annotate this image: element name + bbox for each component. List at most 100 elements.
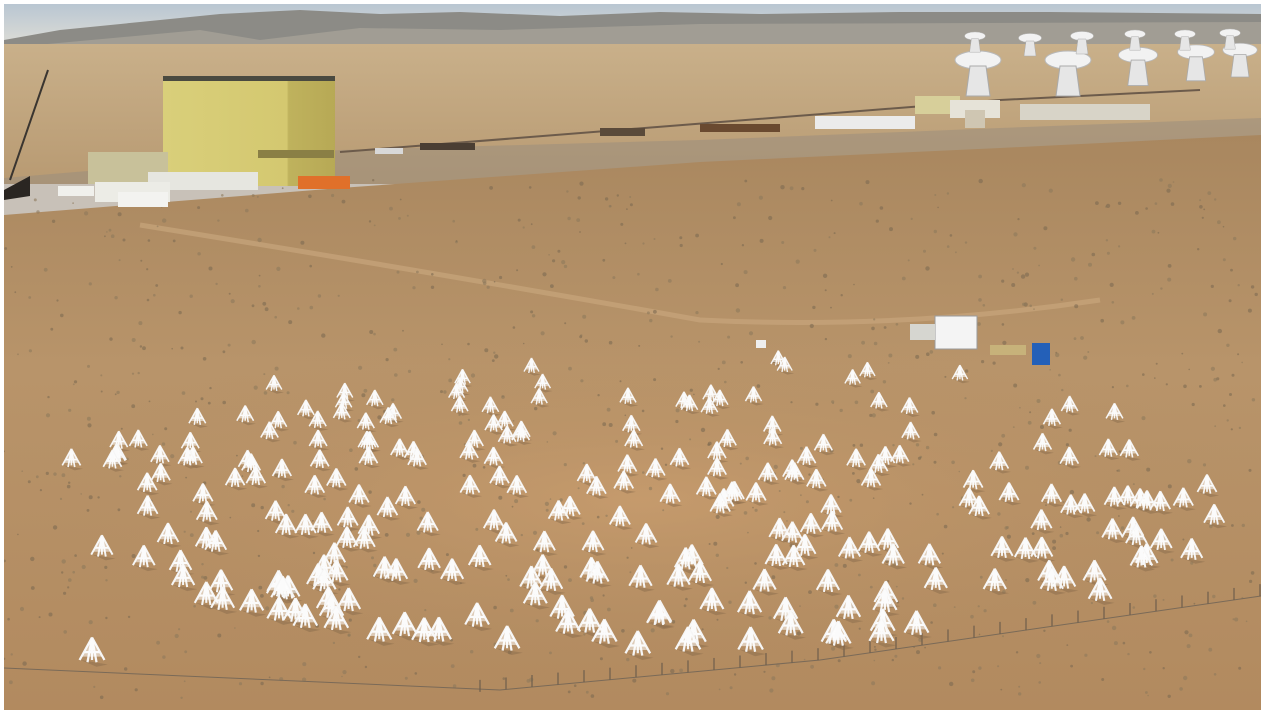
shrub <box>958 470 961 473</box>
shrub <box>39 489 43 492</box>
shrub <box>531 314 536 318</box>
dipole-antenna <box>348 484 372 508</box>
shrub <box>695 311 699 315</box>
shrub <box>1193 602 1196 605</box>
shrub <box>759 238 764 243</box>
antenna-panel <box>159 523 177 540</box>
shrub <box>847 354 852 359</box>
shrub <box>665 692 670 696</box>
antenna-panel <box>677 626 699 646</box>
shrub <box>1000 688 1003 691</box>
shrub <box>891 658 894 662</box>
shrub <box>1020 274 1026 279</box>
dipole-antenna <box>669 447 692 470</box>
shrub <box>1084 653 1088 657</box>
antenna-panel <box>1127 524 1145 541</box>
shrub <box>879 206 884 210</box>
dipole-antenna <box>813 433 835 456</box>
dipole-antenna <box>815 569 843 597</box>
antenna-panel <box>267 500 284 517</box>
antenna-panel <box>970 496 988 512</box>
shrub <box>726 566 729 570</box>
shrub <box>155 284 159 287</box>
dipole-antenna <box>136 495 161 520</box>
shrub <box>27 480 31 484</box>
dipole-antenna <box>624 630 654 661</box>
shrub <box>68 578 72 582</box>
shrub <box>1207 191 1212 196</box>
shrub <box>274 315 278 319</box>
shrub <box>970 614 974 619</box>
shrub <box>467 418 470 421</box>
shrub <box>377 415 382 420</box>
shrub <box>189 294 193 298</box>
shrub <box>494 354 499 359</box>
shrub <box>1120 320 1125 325</box>
shrub <box>608 340 613 345</box>
shrub <box>448 378 453 383</box>
shrub <box>1116 469 1119 472</box>
shrub <box>406 214 409 217</box>
shrub <box>215 282 218 286</box>
antenna-panel <box>775 597 796 616</box>
shrub <box>1126 384 1129 388</box>
shrub <box>886 580 890 583</box>
shrub <box>695 233 699 238</box>
dish-mount <box>965 65 991 97</box>
road <box>4 118 1261 220</box>
shrub <box>349 448 353 453</box>
dipole-antenna <box>1101 518 1126 544</box>
shrub <box>1106 203 1111 208</box>
shrub <box>796 631 802 636</box>
shrub <box>952 506 955 509</box>
shrub <box>86 416 91 421</box>
dipole-antenna <box>260 421 281 443</box>
dipole-antenna <box>208 569 236 597</box>
shrub <box>1019 406 1021 409</box>
shrub <box>859 443 864 447</box>
shrub <box>568 578 572 582</box>
dipole-antenna <box>336 587 364 616</box>
shrub <box>1172 181 1175 183</box>
shrub <box>800 494 802 497</box>
dipole-antenna <box>224 467 248 491</box>
dipole-antenna <box>624 429 645 451</box>
antenna-panel <box>1016 537 1035 555</box>
dipole-antenna <box>868 618 897 648</box>
shrub <box>907 259 910 262</box>
shrub <box>414 672 418 675</box>
antenna-panel <box>368 390 382 403</box>
shrub <box>331 193 335 198</box>
shrub <box>257 554 261 558</box>
antenna-panel <box>1175 487 1192 503</box>
antenna-panel <box>179 447 195 462</box>
shrub <box>713 541 718 546</box>
shrub <box>146 298 150 302</box>
dish-mount <box>1055 65 1081 97</box>
shrub <box>470 373 476 378</box>
shrub <box>602 422 607 427</box>
vehicle <box>375 148 403 154</box>
antenna-panel <box>262 421 277 436</box>
antenna-panel <box>579 608 600 628</box>
shrub <box>1001 279 1005 283</box>
shrub <box>1029 411 1032 414</box>
shrub <box>56 299 59 302</box>
shrub <box>109 337 113 341</box>
antenna-panel <box>1106 486 1123 503</box>
shrub <box>1016 271 1020 274</box>
shrub <box>63 591 67 595</box>
antenna-panel <box>1107 403 1122 417</box>
shrub <box>185 476 188 479</box>
shrub <box>68 481 71 484</box>
shrub <box>183 680 186 683</box>
shrub <box>949 681 954 687</box>
shrub <box>1106 620 1110 623</box>
antenna-panel <box>993 536 1011 553</box>
antenna-panel <box>295 604 316 623</box>
shrub <box>1052 546 1056 550</box>
shrub <box>1151 292 1154 295</box>
antenna-panel <box>1205 504 1223 520</box>
shrub <box>396 270 400 274</box>
shrub <box>1094 455 1097 458</box>
